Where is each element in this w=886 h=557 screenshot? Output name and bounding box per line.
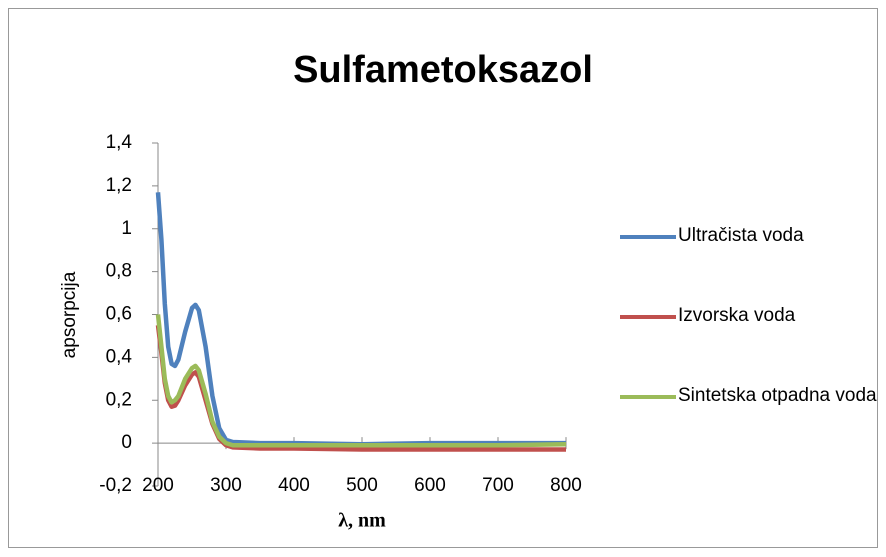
y-tick-label: 1,4 bbox=[106, 132, 133, 153]
legend-label: Ultračista voda bbox=[678, 225, 804, 246]
legend: Ultračista voda Izvorska voda Sintetska ot… bbox=[620, 220, 880, 460]
legend-label: Izvorska voda bbox=[678, 305, 796, 326]
y-tick-label: 0,8 bbox=[106, 261, 132, 282]
x-tick-label: 400 bbox=[278, 475, 310, 496]
legend-swatch bbox=[620, 235, 676, 239]
y-tick-label: 1,2 bbox=[106, 175, 132, 196]
y-tick-label: 0,2 bbox=[106, 389, 132, 410]
y-tick-label: 1 bbox=[121, 218, 132, 239]
y-tick-label: -0,2 bbox=[99, 475, 132, 496]
x-tick-label: 200 bbox=[142, 475, 174, 496]
legend-swatch bbox=[620, 315, 676, 319]
x-tick-label: 300 bbox=[210, 475, 242, 496]
chart-title: Sulfametoksazol bbox=[293, 49, 593, 91]
y-axis-label: apsorpcija bbox=[59, 271, 80, 358]
chart-border bbox=[8, 8, 878, 548]
legend-item: Izvorska voda bbox=[620, 300, 880, 380]
x-tick-label: 700 bbox=[482, 475, 514, 496]
legend-item: Ultračista voda bbox=[620, 220, 880, 300]
x-tick-label: 600 bbox=[414, 475, 446, 496]
legend-swatch bbox=[620, 395, 676, 399]
series-line bbox=[155, 314, 567, 448]
y-tick-label: 0,4 bbox=[106, 346, 133, 367]
legend-item: Sintetska otpadna voda bbox=[620, 380, 880, 460]
x-tick-label: 800 bbox=[550, 475, 582, 496]
x-tick-label: 500 bbox=[346, 475, 378, 496]
y-tick-label: 0,6 bbox=[106, 304, 132, 325]
y-tick-label: 0 bbox=[121, 432, 132, 453]
x-axis-label: λ, nm bbox=[338, 510, 386, 532]
legend-label: Sintetska otpadna voda bbox=[678, 385, 877, 406]
